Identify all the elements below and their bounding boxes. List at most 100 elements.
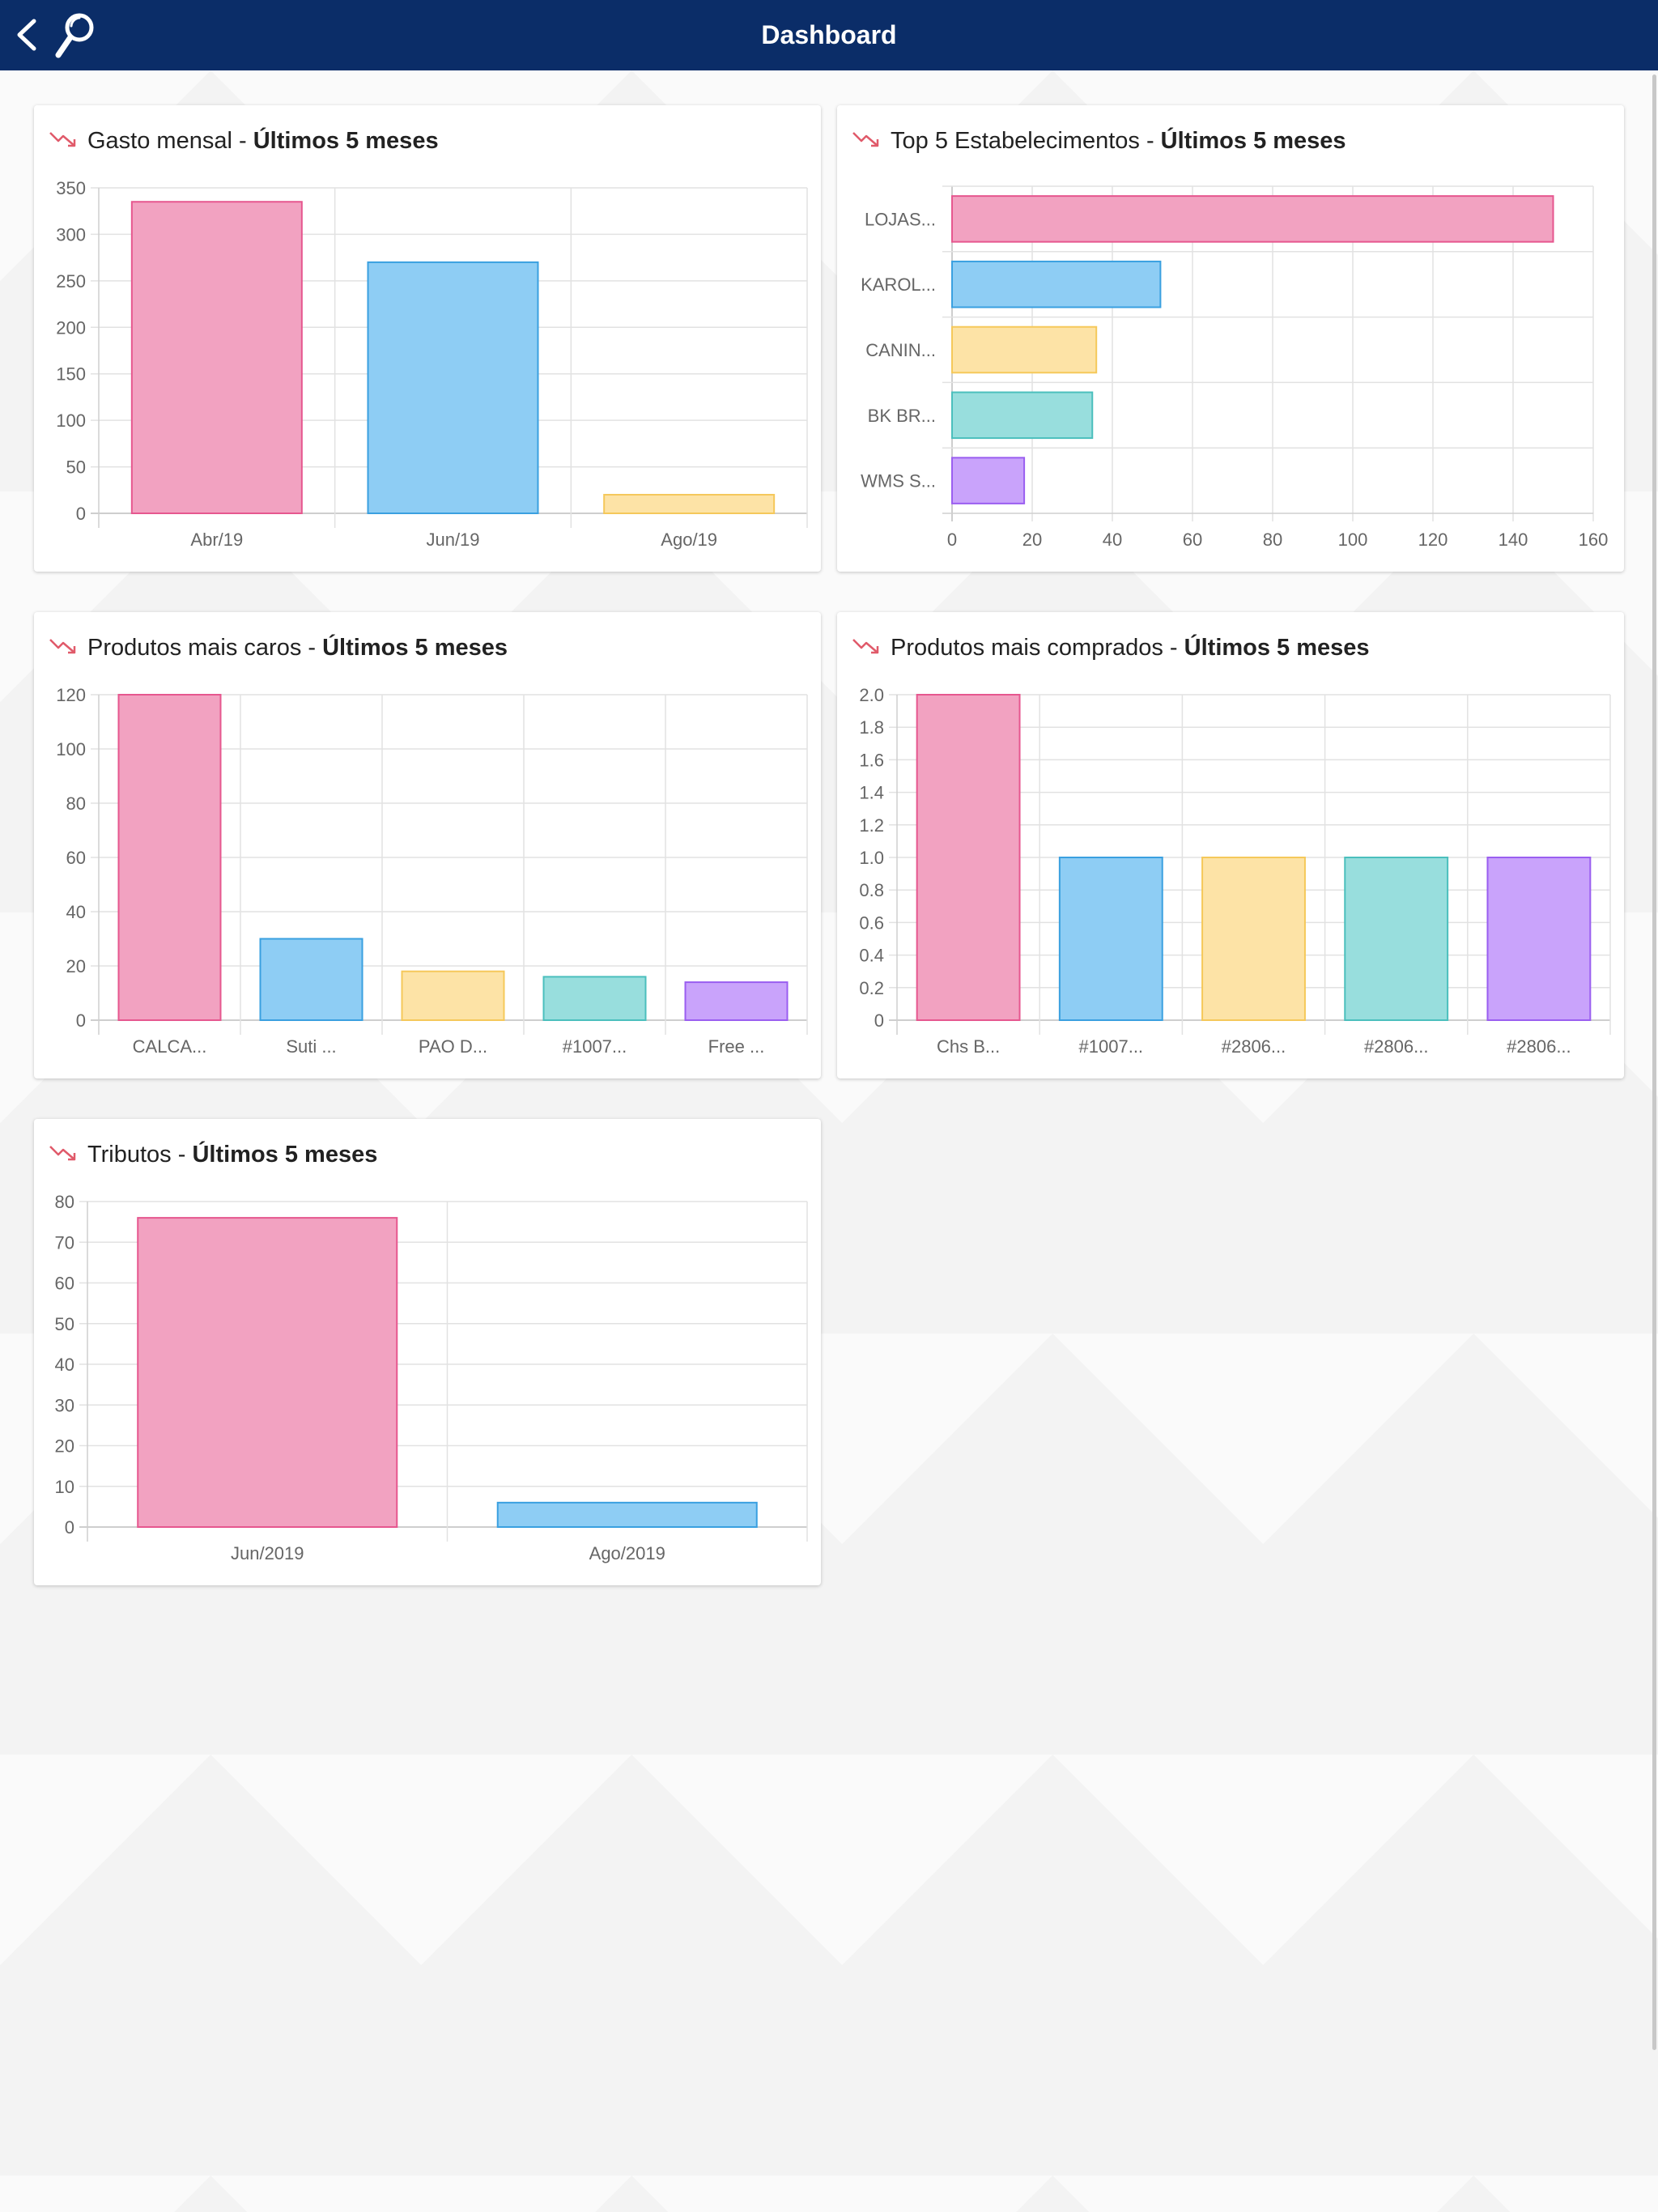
bar[interactable] xyxy=(1201,857,1306,1021)
x-tick-label: 160 xyxy=(1579,530,1609,550)
x-tick-label: Suti ... xyxy=(286,1036,336,1057)
bar[interactable] xyxy=(916,694,1021,1021)
bar[interactable] xyxy=(951,457,1026,504)
y-tick-label: 0.6 xyxy=(859,912,884,933)
card-title: Tributos - Últimos 5 meses xyxy=(87,1142,378,1168)
x-tick-label: Jun/19 xyxy=(426,530,479,550)
y-tick-label: 50 xyxy=(55,1314,74,1334)
bar[interactable] xyxy=(1344,857,1449,1021)
x-tick-label: Abr/19 xyxy=(190,530,243,550)
x-tick-label: 140 xyxy=(1499,530,1528,550)
y-tick-label: 0.8 xyxy=(859,880,884,900)
x-tick-label: 100 xyxy=(1338,530,1368,550)
back-button[interactable] xyxy=(10,15,45,55)
x-tick-label: PAO D... xyxy=(419,1036,487,1057)
y-tick-label: KAROL... xyxy=(861,274,936,295)
card-produtos-mais-comprados: Produtos mais comprados - Últimos 5 mese… xyxy=(837,612,1624,1078)
x-tick-label: 80 xyxy=(1263,530,1282,550)
y-tick-label: 20 xyxy=(55,1436,74,1457)
y-tick-label: 0 xyxy=(874,1010,884,1031)
y-tick-label: 0 xyxy=(65,1517,74,1538)
card-gasto-mensal: Gasto mensal - Últimos 5 meses 0 50 100 150… xyxy=(34,105,821,572)
y-tick-label: 60 xyxy=(66,848,86,868)
y-tick-label: 20 xyxy=(66,956,86,976)
y-tick-label: 50 xyxy=(66,457,86,478)
y-tick-label: 1.2 xyxy=(859,815,884,836)
y-tick-label: 80 xyxy=(55,1192,74,1212)
x-tick-label: 20 xyxy=(1022,530,1042,550)
trending-down-icon xyxy=(852,132,879,147)
trending-down-icon xyxy=(49,1146,76,1161)
page-title: Dashboard xyxy=(761,20,897,49)
card-top-estabelecimentos: Top 5 Estabelecimentos - Últimos 5 meses… xyxy=(837,105,1624,572)
bar[interactable] xyxy=(603,494,776,514)
y-tick-label: CANIN... xyxy=(865,340,936,360)
bar[interactable] xyxy=(951,260,1162,308)
y-tick-label: 0 xyxy=(76,504,86,524)
trending-down-icon xyxy=(852,639,879,654)
y-tick-label: 80 xyxy=(66,793,86,814)
y-tick-label: 40 xyxy=(55,1355,74,1375)
chevron-left-icon xyxy=(17,19,36,51)
y-tick-label: 70 xyxy=(55,1232,74,1253)
bar[interactable] xyxy=(130,201,303,514)
y-tick-label: 0.4 xyxy=(859,946,884,966)
bar[interactable] xyxy=(117,694,222,1021)
bar[interactable] xyxy=(951,391,1094,440)
y-tick-label: 120 xyxy=(56,685,86,705)
x-tick-label: CALCA... xyxy=(133,1036,207,1057)
x-tick-label: Ago/19 xyxy=(661,530,717,550)
y-tick-label: 200 xyxy=(56,317,86,338)
x-tick-label: 60 xyxy=(1183,530,1202,550)
card-produtos-mais-caros: Produtos mais caros - Últimos 5 meses 0 2… xyxy=(34,612,821,1078)
bar[interactable] xyxy=(367,261,539,514)
y-tick-label: 40 xyxy=(66,902,86,922)
x-tick-label: #2806... xyxy=(1507,1036,1571,1057)
bar[interactable] xyxy=(1486,857,1592,1021)
trending-down-icon xyxy=(49,639,76,654)
bar[interactable] xyxy=(951,325,1098,374)
bar[interactable] xyxy=(951,195,1554,243)
bar[interactable] xyxy=(401,970,505,1022)
bar[interactable] xyxy=(684,981,789,1022)
x-tick-label: 120 xyxy=(1418,530,1448,550)
y-tick-label: LOJAS... xyxy=(865,209,936,229)
y-tick-label: 0.2 xyxy=(859,978,884,998)
chart-produtos-mais-comprados: 0 0.2 0.4 0.6 0.8 1.0 1.2 1.4 1.6 1.8 2.0 Chs B... #… xyxy=(859,685,1611,1057)
search-icon xyxy=(55,13,94,58)
card-title: Produtos mais caros - Últimos 5 meses xyxy=(87,635,508,661)
y-tick-label: 60 xyxy=(55,1274,74,1294)
card-tributos: Tributos - Últimos 5 meses 0 10 20 30 40 50 60… xyxy=(34,1119,821,1585)
y-tick-label: 30 xyxy=(55,1395,74,1415)
y-tick-label: 2.0 xyxy=(859,685,884,705)
y-tick-label: 250 xyxy=(56,271,86,291)
bar[interactable] xyxy=(137,1217,398,1528)
bar[interactable] xyxy=(259,938,363,1021)
search-button[interactable] xyxy=(53,8,99,62)
chart-top-estabelecimentos: 0 20 40 60 80 100 120 140 160 LOJAS... KAROL... CAN… xyxy=(861,185,1609,550)
bar[interactable] xyxy=(1058,857,1163,1021)
x-tick-label: Jun/2019 xyxy=(231,1543,304,1563)
top-bar: Dashboard xyxy=(0,0,1658,70)
y-tick-label: 100 xyxy=(56,410,86,431)
x-tick-label: 0 xyxy=(947,530,957,550)
bar[interactable] xyxy=(542,976,647,1021)
y-tick-label: BK BR... xyxy=(868,406,936,426)
card-title: Produtos mais comprados - Últimos 5 mese… xyxy=(891,635,1370,661)
x-tick-label: Free ... xyxy=(708,1036,765,1057)
y-tick-label: WMS S... xyxy=(861,471,936,491)
x-tick-label: #1007... xyxy=(1079,1036,1144,1057)
bar[interactable] xyxy=(496,1501,758,1529)
chart-produtos-mais-caros: 0 20 40 60 80 100 120 CALCA... Suti ... PAO D... #… xyxy=(56,685,808,1057)
y-tick-label: 10 xyxy=(55,1477,74,1497)
y-tick-label: 350 xyxy=(56,178,86,198)
scrollbar[interactable] xyxy=(1652,74,1656,2050)
x-tick-label: #2806... xyxy=(1222,1036,1286,1057)
y-tick-label: 1.6 xyxy=(859,750,884,770)
x-tick-label: Ago/2019 xyxy=(589,1543,665,1563)
chart-tributos: 0 10 20 30 40 50 60 70 80 Jun/2019 Ago/2019 xyxy=(55,1192,808,1563)
card-title: Top 5 Estabelecimentos - Últimos 5 meses xyxy=(891,128,1346,154)
x-tick-label: 40 xyxy=(1103,530,1122,550)
card-title: Gasto mensal - Últimos 5 meses xyxy=(87,128,439,154)
y-tick-label: 1.4 xyxy=(859,783,884,803)
